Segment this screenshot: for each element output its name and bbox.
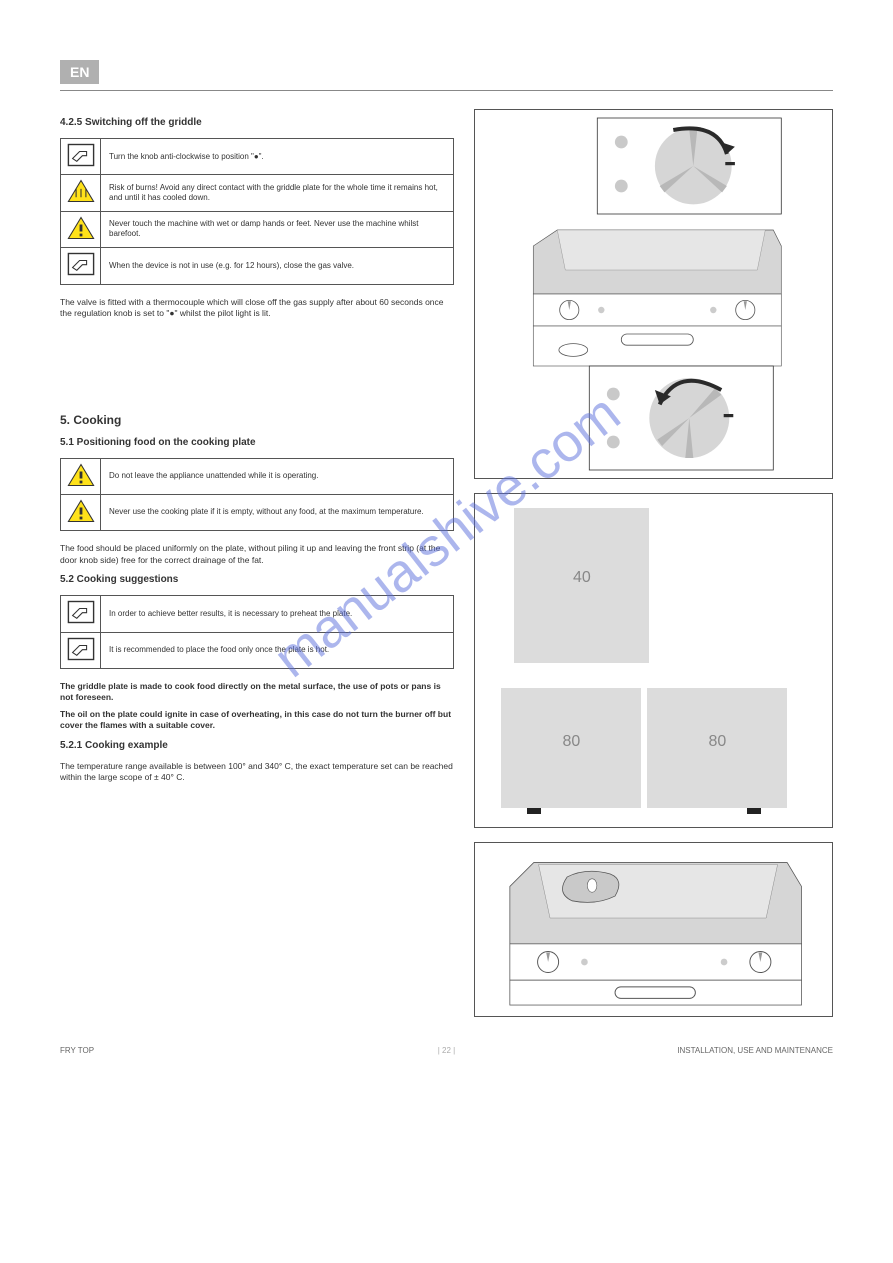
plate-80-right: 80 — [647, 688, 787, 808]
footer-left: FRY TOP — [60, 1046, 94, 1055]
warning-icon — [67, 216, 95, 243]
cell-text: Risk of burns! Avoid any direct contact … — [101, 175, 454, 211]
footer-right: INSTALLATION, USE AND MAINTENANCE — [677, 1046, 833, 1055]
figure-plates: 40 80 80 — [474, 493, 833, 828]
cell-text: When the device is not in use (e.g. for … — [101, 248, 454, 284]
cooking-example-text: The temperature range available is betwe… — [60, 761, 454, 784]
icon-cell — [61, 632, 101, 668]
section-5-2-title: 5.2 Cooking suggestions — [60, 574, 454, 585]
cell-text: Turn the knob anti-clockwise to position… — [101, 139, 454, 175]
table-row: In order to achieve better results, it i… — [61, 596, 454, 632]
plate-40: 40 — [514, 508, 649, 663]
left-column: 4.2.5 Switching off the griddle Turn the… — [60, 109, 454, 1031]
plate-80-left: 80 — [501, 688, 641, 808]
figure-griddle-food — [474, 842, 833, 1017]
icon-cell — [61, 139, 101, 175]
thermocouple-note: The valve is fitted with a thermocouple … — [60, 297, 454, 320]
warning-icon — [67, 499, 95, 526]
icon-cell — [61, 494, 101, 530]
cell-text: Never use the cooking plate if it is emp… — [101, 494, 454, 530]
chapter-5-title: 5. Cooking — [60, 413, 454, 427]
table-row: Risk of burns! Avoid any direct contact … — [61, 175, 454, 211]
table-positioning: Do not leave the appliance unattended wh… — [60, 458, 454, 532]
warning-icon — [67, 463, 95, 490]
icon-cell — [61, 458, 101, 494]
griddle-food-illustration — [485, 853, 822, 1006]
table-row: Never use the cooking plate if it is emp… — [61, 494, 454, 530]
spacer — [60, 325, 454, 405]
table-row: Never touch the machine with wet or damp… — [61, 211, 454, 247]
plate-foot — [747, 808, 761, 814]
lang-badge: EN — [60, 60, 99, 84]
plate-foot — [527, 808, 541, 814]
cell-text: Never touch the machine with wet or damp… — [101, 211, 454, 247]
right-column: 40 80 80 — [474, 109, 833, 1031]
table-row: It is recommended to place the food only… — [61, 632, 454, 668]
divider — [60, 90, 833, 91]
tip-oil-ignite: The oil on the plate could ignite in cas… — [60, 709, 454, 732]
table-switching-off: Turn the knob anti-clockwise to position… — [60, 138, 454, 285]
pointer-icon — [67, 600, 95, 627]
pointer-icon — [67, 252, 95, 279]
section-5-1-title: 5.1 Positioning food on the cooking plat… — [60, 437, 454, 448]
section-4-2-5-title: 4.2.5 Switching off the griddle — [60, 117, 454, 128]
plate-label: 80 — [563, 733, 581, 751]
table-suggestions: In order to achieve better results, it i… — [60, 595, 454, 669]
pointer-icon — [67, 143, 95, 170]
icon-cell — [61, 248, 101, 284]
cell-text: Do not leave the appliance unattended wh… — [101, 458, 454, 494]
table-row: When the device is not in use (e.g. for … — [61, 248, 454, 284]
table-row: Do not leave the appliance unattended wh… — [61, 458, 454, 494]
hot-surface-icon — [67, 179, 95, 206]
cell-text: In order to achieve better results, it i… — [101, 596, 454, 632]
tip-direct-surface: The griddle plate is made to cook food d… — [60, 681, 454, 704]
cell-text: It is recommended to place the food only… — [101, 632, 454, 668]
icon-cell — [61, 596, 101, 632]
pointer-icon — [67, 637, 95, 664]
icon-cell — [61, 175, 101, 211]
icon-cell — [61, 211, 101, 247]
section-5-2-1-title: 5.2.1 Cooking example — [60, 740, 454, 751]
positioning-paragraph: The food should be placed uniformly on t… — [60, 543, 454, 566]
content-columns: 4.2.5 Switching off the griddle Turn the… — [60, 109, 833, 1031]
plate-label: 40 — [573, 569, 591, 587]
plate-label: 80 — [709, 733, 727, 751]
table-row: Turn the knob anti-clockwise to position… — [61, 139, 454, 175]
figure-knob-griddle — [474, 109, 833, 479]
knob-griddle-illustration — [475, 110, 832, 478]
page-number: | 22 | — [438, 1046, 456, 1055]
